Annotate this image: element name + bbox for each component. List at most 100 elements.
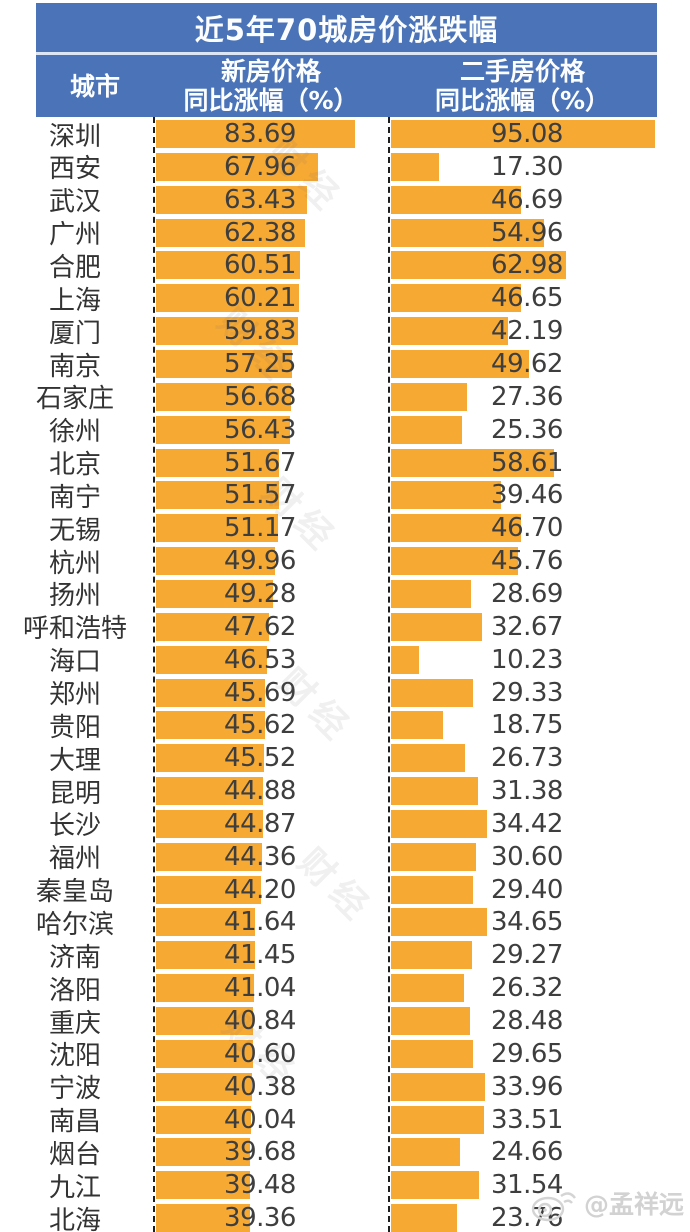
- new-home-bar: [156, 744, 265, 773]
- second-home-bar: [391, 1007, 471, 1035]
- new-home-value: 56.68: [224, 381, 296, 412]
- new-home-bar: [156, 415, 291, 444]
- second-home-value: 46.65: [491, 283, 563, 314]
- second-home-value: 39.46: [491, 480, 563, 511]
- second-home-bar: [391, 809, 487, 838]
- title-separator: [36, 52, 657, 55]
- table-row: 秦皇岛 44.20 29.40: [0, 874, 690, 908]
- new-home-bar: [156, 1204, 250, 1232]
- new-home-bar: [156, 1105, 252, 1134]
- table-row: 南京 57.25 49.62: [0, 349, 690, 382]
- second-home-bar: [391, 711, 444, 740]
- new-home-value: 44.87: [224, 808, 296, 839]
- new-home-bar: [156, 120, 356, 148]
- new-home-value: 49.28: [224, 578, 296, 609]
- table-row: 烟台 39.68 24.66: [0, 1137, 690, 1170]
- column-header-new-home: 新房价格 同比涨幅（%）: [154, 55, 388, 117]
- second-home-bar: [391, 941, 473, 970]
- city-label: 秦皇岛: [35, 877, 114, 908]
- second-home-value: 49.62: [491, 349, 563, 379]
- new-home-value: 41.04: [224, 973, 296, 1004]
- table-row: 北海 39.36 23.76: [0, 1203, 690, 1232]
- new-home-value: 60.21: [224, 283, 296, 314]
- city-label: 济南: [48, 942, 101, 973]
- second-home-bar: [391, 875, 473, 904]
- second-home-bar: [391, 1171, 479, 1200]
- new-home-bar: [156, 875, 262, 904]
- city-label: 福州: [48, 844, 101, 875]
- new-home-bar: [156, 908, 256, 937]
- second-home-value: 26.73: [491, 743, 563, 774]
- second-home-value: 10.23: [491, 644, 563, 675]
- table-row: 宁波 40.38 33.96: [0, 1072, 690, 1105]
- second-home-value: 26.32: [491, 973, 563, 1004]
- second-home-bar: [391, 1072, 486, 1101]
- second-home-bar: [391, 415, 462, 444]
- second-home-bar: [391, 120, 656, 148]
- new-home-bar: [156, 152, 318, 181]
- second-home-bar: [391, 218, 544, 247]
- new-home-bar: [156, 448, 279, 477]
- city-label: 广州: [48, 220, 101, 251]
- new-home-value: 40.04: [224, 1104, 296, 1135]
- second-home-value: 33.51: [491, 1104, 563, 1135]
- second-home-value: 46.69: [491, 184, 563, 215]
- table-row: 徐州 56.43 25.36: [0, 415, 690, 448]
- second-home-bar: [391, 152, 440, 181]
- city-label: 哈尔滨: [35, 909, 114, 940]
- new-home-bar: [156, 809, 263, 838]
- new-home-bar: [156, 711, 265, 740]
- new-home-header-line2: 同比涨幅（%）: [183, 86, 359, 115]
- table-row: 海口 46.53 10.23: [0, 644, 690, 678]
- city-label: 无锡: [48, 515, 101, 546]
- new-home-header-line1: 新房价格: [220, 57, 321, 86]
- table-row: 扬州 49.28 28.69: [0, 578, 690, 612]
- table-row: 郑州 45.69 29.33: [0, 678, 690, 711]
- table-row: 沈阳 40.60 29.65: [0, 1039, 690, 1072]
- second-home-value: 34.65: [491, 907, 563, 938]
- table-row: 厦门 59.83 42.19: [0, 316, 690, 349]
- new-home-value: 51.17: [224, 513, 296, 544]
- new-home-value: 41.45: [224, 940, 296, 971]
- new-home-value: 45.52: [224, 743, 296, 774]
- second-home-value: 54.96: [491, 217, 563, 248]
- city-label: 北京: [48, 450, 101, 480]
- second-home-value: 30.60: [491, 841, 563, 872]
- city-label: 沈阳: [48, 1041, 101, 1072]
- second-home-value: 28.48: [491, 1006, 563, 1036]
- new-home-bar: [156, 842, 262, 871]
- new-home-value: 39.68: [224, 1137, 296, 1168]
- second-home-value: 18.75: [491, 710, 563, 741]
- second-home-bar: [391, 744, 466, 773]
- table-header: 近5年70城房价涨跌幅 城市 新房价格 同比涨幅（%） 二手房价格 同比涨幅（%…: [36, 3, 657, 117]
- new-home-value: 45.62: [224, 710, 296, 741]
- column-header-city-label: 城市: [69, 71, 120, 101]
- table-row: 九江 39.48 31.54: [0, 1170, 690, 1203]
- new-home-value: 63.43: [224, 184, 296, 215]
- new-home-value: 44.88: [224, 776, 296, 806]
- page-title: 近5年70城房价涨跌幅: [194, 12, 499, 47]
- second-home-bar: [391, 842, 477, 871]
- new-home-bar: [156, 1171, 250, 1200]
- city-label: 上海: [48, 285, 101, 316]
- table-row: 杭州 49.96 45.76: [0, 546, 690, 579]
- new-home-value: 49.96: [224, 546, 296, 577]
- new-home-bar: [156, 547, 275, 576]
- second-home-value: 42.19: [491, 316, 563, 347]
- city-label: 扬州: [48, 581, 101, 612]
- city-label: 武汉: [48, 187, 101, 218]
- table-row: 广州 62.38 54.96: [0, 217, 690, 251]
- city-label: 长沙: [48, 811, 101, 842]
- table-row: 南昌 40.04 33.51: [0, 1104, 690, 1138]
- second-home-bar: [391, 908, 488, 937]
- second-home-bar: [391, 1204, 458, 1232]
- new-home-value: 44.20: [224, 874, 296, 905]
- city-label: 九江: [48, 1172, 101, 1203]
- new-home-value: 47.62: [224, 611, 296, 642]
- credit-watermark: @孟祥远: [528, 1182, 684, 1224]
- second-home-value: 24.66: [491, 1137, 563, 1168]
- new-home-bar: [156, 317, 299, 346]
- city-label: 厦门: [48, 318, 101, 349]
- table-row: 呼和浩特 47.62 32.67: [0, 611, 690, 645]
- new-home-value: 51.57: [224, 480, 296, 511]
